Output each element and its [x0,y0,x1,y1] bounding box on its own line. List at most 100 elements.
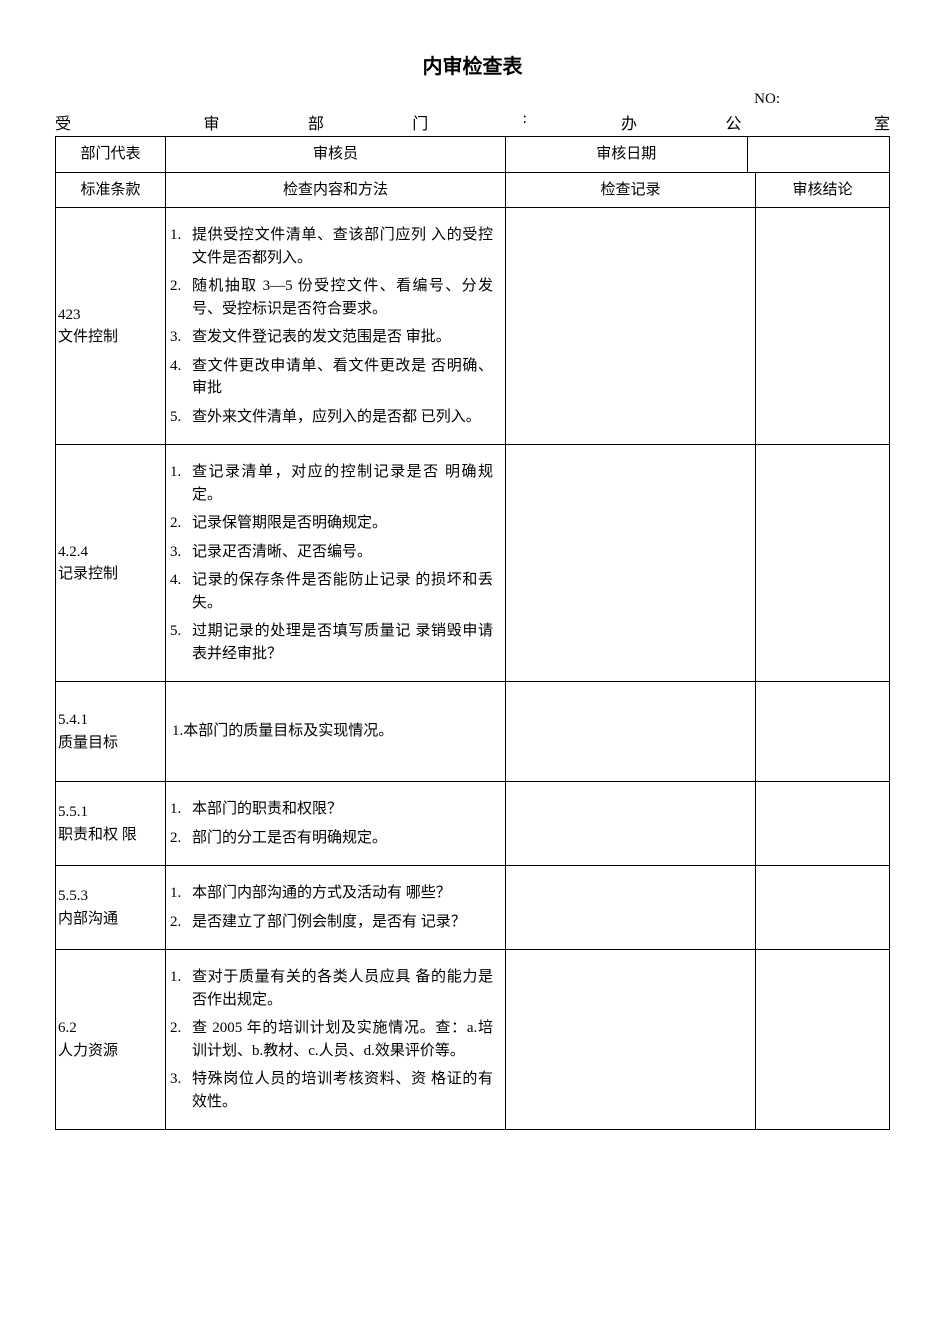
result-cell [756,866,890,950]
item-number: 3. [170,326,192,349]
table-row: 5.4.1质量目标1.本部门的质量目标及实现情况。 [56,682,890,782]
item-number: 4. [170,569,192,592]
clause-cell: 6.2人力资源 [56,950,166,1130]
dept-char-2: 部 [264,110,368,134]
department-line: 受 审 部 门 : 办 公 室 [55,110,890,134]
result-cell [756,682,890,782]
hdr-dept-rep: 部门代表 [56,137,166,173]
item-number: 1. [170,224,192,247]
record-cell [506,866,756,950]
clause-code: 5.5.3 [58,885,161,908]
no-label: NO: [754,91,780,108]
table-row: 4.2.4记录控制1.查记录清单，对应的控制记录是否 明确规定。2.记录保管期限… [56,445,890,682]
item-number: 5. [170,620,192,643]
list-item: 2.部门的分工是否有明确规定。 [170,827,497,850]
no-label-row: NO: [55,91,890,108]
list-item: 1.本部门内部沟通的方式及活动有 哪些？ [170,882,497,905]
item-number: 2. [170,512,192,535]
clause-cell: 4.2.4记录控制 [56,445,166,682]
clause-cell: 5.5.3内部沟通 [56,866,166,950]
item-number: 1. [170,461,192,484]
list-item: 5.过期记录的处理是否填写质量记 录销毁申请表并经审批？ [170,620,497,665]
hdr-content: 检查内容和方法 [166,172,506,208]
item-number: 2. [170,1017,192,1040]
item-number: 4. [170,355,192,378]
content-cell: 1.查记录清单，对应的控制记录是否 明确规定。2.记录保管期限是否明确规定。3.… [166,445,506,682]
clause-code: 423 [58,304,161,327]
item-text: 记录的保存条件是否能防止记录 的损坏和丢失。 [192,569,497,614]
content-list: 1.提供受控文件清单、查该部门应列 入的受控文件是否都列入。 2.随机抽取 3—5… [170,224,497,428]
dept-char-0: 受 [55,110,159,134]
list-item: 1.本部门的职责和权限？ [170,798,497,821]
clause-cell: 5.5.1职责和权 限 [56,782,166,866]
dept-char-4: : [473,110,577,134]
list-item: 3.查发文件登记表的发文范围是否 审批。 [170,326,497,349]
item-text: 查发文件登记表的发文范围是否 审批。 [192,326,497,349]
item-number: 3. [170,541,192,564]
item-number: 1. [170,798,192,821]
list-item: 2.记录保管期限是否明确规定。 [170,512,497,535]
item-text: 提供受控文件清单、查该部门应列 入的受控文件是否都列入。 [192,224,497,269]
record-cell [506,445,756,682]
dept-char-1: 审 [159,110,263,134]
item-text: 查对于质量有关的各类人员应具 备的能力是否作出规定。 [192,966,497,1011]
result-cell [756,208,890,445]
hdr-record: 检查记录 [506,172,756,208]
table-row: 6.2人力资源1.查对于质量有关的各类人员应具 备的能力是否作出规定。2.查 2… [56,950,890,1130]
item-text: 随机抽取 3—5 份受控文件、看编号、分发号、受控标识是否符合要求。 [192,275,497,320]
content-cell: 1.查对于质量有关的各类人员应具 备的能力是否作出规定。2.查 2005 年的培… [166,950,506,1130]
list-item: 2.随机抽取 3—5 份受控文件、看编号、分发号、受控标识是否符合要求。 [170,275,497,320]
clause-name: 质量目标 [58,732,161,755]
clause-name: 人力资源 [58,1040,161,1063]
header-row-2: 标准条款 检查内容和方法 检查记录 审核结论 [56,172,890,208]
list-item: 2.查 2005 年的培训计划及实施情况。查：a.培训计划、b.教材、c.人员、… [170,1017,497,1062]
result-cell [756,445,890,682]
content-text: 1.本部门的质量目标及实现情况。 [170,718,497,745]
content-cell: 1.本部门内部沟通的方式及活动有 哪些？2.是否建立了部门例会制度，是否有 记录… [166,866,506,950]
hdr-clause: 标准条款 [56,172,166,208]
item-text: 是否建立了部门例会制度，是否有 记录？ [192,911,497,934]
hdr-result: 审核结论 [756,172,890,208]
list-item: 4.查文件更改申请单、看文件更改是 否明确、审批 [170,355,497,400]
content-cell: 1.本部门的质量目标及实现情况。 [166,682,506,782]
list-item: 3.特殊岗位人员的培训考核资料、资 格证的有效性。 [170,1068,497,1113]
dept-char-7: 室 [786,110,890,134]
item-number: 1. [170,882,192,905]
page-title: 内审检查表 [55,50,890,79]
clause-name: 记录控制 [58,563,161,586]
result-cell [756,782,890,866]
clause-code: 5.5.1 [58,801,161,824]
item-text: 记录保管期限是否明确规定。 [192,512,497,535]
record-cell [506,782,756,866]
item-text: 本部门的职责和权限？ [192,798,497,821]
record-cell [506,682,756,782]
item-number: 5. [170,406,192,429]
item-text: 查 2005 年的培训计划及实施情况。查：a.培训计划、b.教材、c.人员、d.… [192,1017,497,1062]
clause-cell: 423文件控制 [56,208,166,445]
table-row: 5.5.1职责和权 限1.本部门的职责和权限？ 2.部门的分工是否有明确规定。 [56,782,890,866]
item-text: 过期记录的处理是否填写质量记 录销毁申请表并经审批？ [192,620,497,665]
hdr-audit-date-wrap: 审核日期 [506,137,890,173]
record-cell [506,208,756,445]
hdr-auditor: 审核员 [166,137,506,173]
audit-table: 部门代表 审核员 审核日期 标准条款 检查内容和方法 检查记录 审核结论 423… [55,136,890,1130]
list-item: 1.查对于质量有关的各类人员应具 备的能力是否作出规定。 [170,966,497,1011]
dept-char-3: 门 [368,110,472,134]
clause-code: 6.2 [58,1017,161,1040]
item-number: 1. [170,966,192,989]
dept-char-6: 公 [681,110,785,134]
result-cell [756,950,890,1130]
item-text: 查文件更改申请单、看文件更改是 否明确、审批 [192,355,497,400]
item-text: 查记录清单，对应的控制记录是否 明确规定。 [192,461,497,506]
item-text: 本部门内部沟通的方式及活动有 哪些？ [192,882,497,905]
clause-code: 5.4.1 [58,709,161,732]
item-text: 记录疋否清晰、疋否编号。 [192,541,497,564]
hdr-audit-date: 审核日期 [506,137,748,172]
list-item: 5.查外来文件清单，应列入的是否都 已列入。 [170,406,497,429]
item-number: 2. [170,827,192,850]
list-item: 1.查记录清单，对应的控制记录是否 明确规定。 [170,461,497,506]
clause-cell: 5.4.1质量目标 [56,682,166,782]
list-item: 3.记录疋否清晰、疋否编号。 [170,541,497,564]
content-cell: 1.本部门的职责和权限？ 2.部门的分工是否有明确规定。 [166,782,506,866]
item-number: 3. [170,1068,192,1091]
